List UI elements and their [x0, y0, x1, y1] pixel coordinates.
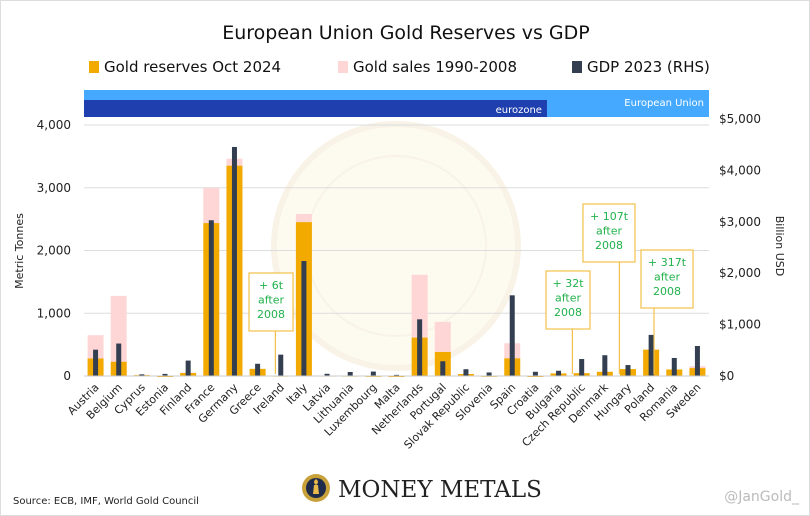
legend-label: Gold sales 1990-2008 — [353, 58, 517, 76]
annotation-text: + 107t — [590, 210, 629, 223]
bar-gdp — [579, 359, 585, 376]
band-label: eurozone — [496, 105, 542, 116]
chart-title: European Union Gold Reserves vs GDP — [222, 22, 590, 44]
y2-tick-label: $1,000 — [719, 318, 761, 332]
bar-gdp — [231, 146, 237, 376]
bar-gdp — [648, 334, 654, 376]
bar-gold-sales — [434, 321, 451, 352]
bar-gdp — [116, 343, 122, 376]
money-metals-logo: MONEY METALS — [302, 474, 542, 503]
legend-label: GDP 2023 (RHS) — [587, 58, 710, 76]
y2-tick-label: $2,000 — [719, 266, 761, 280]
legend-label: Gold reserves Oct 2024 — [104, 58, 281, 76]
bar-gdp — [417, 319, 423, 376]
y2-tick-label: $5,000 — [719, 112, 761, 126]
annotation-text: after — [654, 271, 681, 284]
bar-gold-sales — [411, 274, 428, 338]
annotation-box — [582, 203, 636, 263]
bar-gold-sales — [110, 295, 127, 362]
bar-gdp — [93, 349, 99, 376]
y-tick-label: 0 — [63, 369, 71, 383]
annotation-text: after — [596, 225, 623, 238]
bar-gdp — [532, 371, 538, 376]
annotation-text: after — [555, 292, 582, 305]
annotation-box — [545, 270, 591, 330]
bar-gdp — [139, 374, 145, 376]
legend: Gold reserves Oct 2024 Gold sales 1990-20… — [89, 58, 710, 76]
annotation-box — [248, 272, 294, 332]
legend-swatch — [338, 61, 348, 73]
bar-gdp — [394, 374, 399, 376]
legend-swatch — [89, 61, 99, 73]
bar-gdp — [162, 373, 168, 376]
bar-gdp — [324, 373, 330, 376]
annotation-text: 2008 — [554, 306, 582, 319]
bar-gdp — [694, 345, 700, 376]
svg-text:MONEY METALS: MONEY METALS — [338, 477, 542, 503]
bar-gdp — [486, 372, 492, 376]
bar-gdp — [185, 360, 191, 376]
y-tick-label: 1,000 — [37, 306, 71, 320]
bar-gdp — [370, 371, 376, 376]
annotation-box — [640, 249, 694, 309]
annotation-text: + 317t — [648, 256, 687, 269]
legend-swatch — [572, 61, 582, 73]
bar-gold-sales — [203, 187, 220, 224]
bar-gold-sales — [295, 213, 312, 223]
bar-gdp — [278, 354, 284, 376]
annotation-text: 2008 — [595, 239, 623, 252]
band-eurozone — [84, 100, 547, 117]
y2-tick-label: $3,000 — [719, 215, 761, 229]
annotation-text: + 6t — [259, 279, 284, 292]
author-handle: @JanGold_ — [724, 489, 800, 505]
y2-tick-label: $0 — [719, 369, 734, 383]
annotation-text: 2008 — [257, 308, 285, 321]
bar-gdp — [255, 363, 261, 376]
y-axis-label: Metric Tonnes — [13, 213, 26, 289]
bars — [87, 146, 706, 377]
annotation-text: 2008 — [653, 285, 681, 298]
bar-gdp — [463, 369, 469, 376]
bar-gdp — [509, 295, 515, 376]
bar-gdp — [440, 361, 446, 376]
bar-gdp — [671, 357, 677, 376]
annotation-text: + 32t — [552, 277, 584, 290]
bar-gdp — [208, 220, 214, 376]
y2-tick-label: $4,000 — [719, 163, 761, 177]
bar-gold-sales — [87, 335, 104, 359]
annotation-text: after — [258, 294, 285, 307]
bar-gdp — [301, 261, 307, 376]
bar-gdp — [347, 371, 353, 376]
bar-gdp — [556, 370, 562, 376]
y-tick-label: 4,000 — [37, 118, 71, 132]
bar-gdp — [625, 365, 631, 376]
y-tick-label: 3,000 — [37, 181, 71, 195]
band-label: European Union — [624, 98, 704, 109]
y-tick-label: 2,000 — [37, 244, 71, 258]
y2-axis-label: Billion USD — [773, 216, 786, 276]
bar-gdp — [602, 355, 608, 376]
bands: European Union eurozone — [84, 90, 709, 117]
source-note: Source: ECB, IMF, World Gold Council — [13, 496, 199, 507]
